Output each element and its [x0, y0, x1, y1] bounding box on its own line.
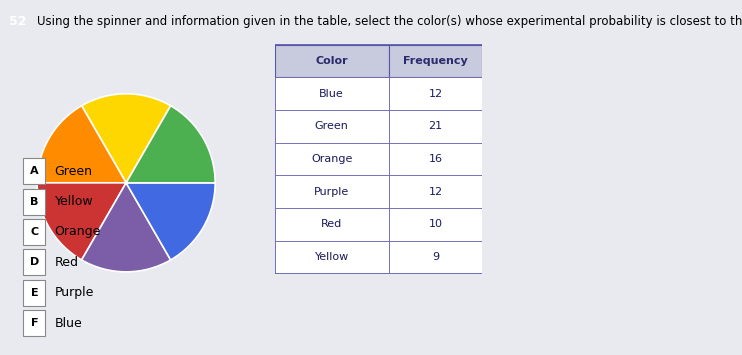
Text: Green: Green — [315, 121, 349, 131]
Text: A: A — [30, 166, 39, 176]
Wedge shape — [82, 94, 171, 183]
Wedge shape — [126, 183, 215, 260]
Text: Orange: Orange — [311, 154, 352, 164]
Text: Using the spinner and information given in the table, select the color(s) whose : Using the spinner and information given … — [37, 15, 742, 28]
FancyBboxPatch shape — [389, 77, 482, 110]
Text: Red: Red — [321, 219, 342, 229]
Text: Frequency: Frequency — [403, 56, 468, 66]
Text: F: F — [30, 318, 38, 328]
Text: 9: 9 — [432, 252, 439, 262]
FancyBboxPatch shape — [389, 110, 482, 143]
FancyBboxPatch shape — [24, 249, 45, 275]
FancyBboxPatch shape — [275, 143, 389, 175]
FancyBboxPatch shape — [389, 241, 482, 273]
FancyBboxPatch shape — [389, 208, 482, 241]
Text: D: D — [30, 257, 39, 267]
Text: 52: 52 — [9, 15, 27, 28]
Wedge shape — [82, 183, 171, 272]
Text: 12: 12 — [428, 88, 443, 99]
Text: 12: 12 — [428, 187, 443, 197]
FancyBboxPatch shape — [389, 143, 482, 175]
Text: Blue: Blue — [55, 317, 82, 329]
Text: Green: Green — [55, 165, 93, 178]
Text: Color: Color — [315, 56, 348, 66]
FancyBboxPatch shape — [275, 44, 482, 273]
FancyBboxPatch shape — [24, 189, 45, 215]
Text: Purple: Purple — [314, 187, 349, 197]
Wedge shape — [37, 183, 126, 260]
Text: E: E — [30, 288, 39, 298]
FancyBboxPatch shape — [24, 280, 45, 306]
FancyBboxPatch shape — [275, 110, 389, 143]
Text: Orange: Orange — [55, 225, 101, 239]
Text: B: B — [30, 197, 39, 207]
Text: 16: 16 — [429, 154, 442, 164]
Text: Red: Red — [55, 256, 79, 269]
Text: Yellow: Yellow — [315, 252, 349, 262]
FancyBboxPatch shape — [275, 175, 389, 208]
Wedge shape — [126, 106, 215, 183]
FancyBboxPatch shape — [275, 44, 389, 77]
Wedge shape — [37, 106, 126, 183]
FancyBboxPatch shape — [389, 175, 482, 208]
FancyBboxPatch shape — [24, 158, 45, 184]
Text: 21: 21 — [428, 121, 443, 131]
Text: 10: 10 — [429, 219, 442, 229]
FancyBboxPatch shape — [389, 44, 482, 77]
Text: C: C — [30, 227, 39, 237]
FancyBboxPatch shape — [275, 241, 389, 273]
FancyBboxPatch shape — [24, 310, 45, 336]
FancyBboxPatch shape — [275, 77, 389, 110]
Text: Yellow: Yellow — [55, 195, 93, 208]
Text: Purple: Purple — [55, 286, 94, 299]
FancyBboxPatch shape — [24, 219, 45, 245]
FancyBboxPatch shape — [275, 208, 389, 241]
Text: Blue: Blue — [319, 88, 344, 99]
